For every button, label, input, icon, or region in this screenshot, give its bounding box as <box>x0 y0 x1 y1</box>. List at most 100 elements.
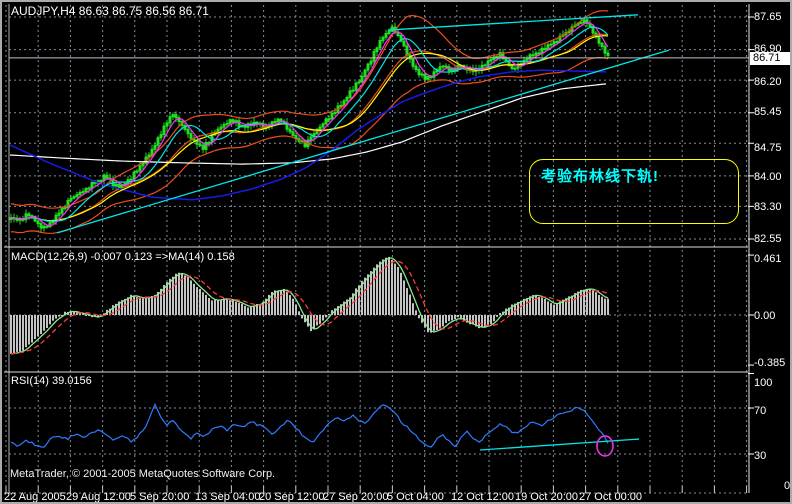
macd-bar <box>322 315 324 321</box>
macd-bar <box>184 275 186 315</box>
price-axis-label: 84.75 <box>754 142 782 154</box>
macd-bar <box>61 314 63 316</box>
macd-bar <box>421 315 423 323</box>
macd-bar <box>211 300 213 315</box>
macd-bar <box>520 301 522 315</box>
macd-axis-label: -0.385 <box>754 357 786 369</box>
macd-bar <box>589 288 591 315</box>
macd-bar <box>250 306 252 315</box>
macd-bar <box>88 315 90 316</box>
macd-bar <box>499 312 501 315</box>
chart-title: AUDJPY,H4 86.63 86.75 86.56 86.71 <box>11 4 209 18</box>
macd-bar <box>40 315 42 335</box>
current-price-tag: 86.71 <box>750 52 790 65</box>
macd-bar <box>73 311 75 315</box>
rsi-panel[interactable] <box>10 402 640 457</box>
macd-bar <box>457 315 459 318</box>
moving-averages <box>9 22 609 227</box>
macd-bar <box>154 294 156 315</box>
panel-borders <box>4 4 754 493</box>
macd-bar <box>424 315 426 328</box>
macd-bar <box>460 315 462 320</box>
annotation-text: 考验布林线下轨! <box>541 168 659 185</box>
macd-bar <box>385 257 387 315</box>
macd-bar <box>19 315 21 352</box>
price-axis-label: 83.30 <box>754 201 782 213</box>
macd-bar <box>49 315 51 325</box>
price-axis-label: 85.45 <box>754 106 782 118</box>
macd-bar <box>244 305 246 315</box>
macd-bar <box>487 315 489 325</box>
macd-bar <box>568 296 570 315</box>
macd-bar <box>103 313 105 315</box>
macd-axis-label: 0.00 <box>754 310 776 322</box>
macd-bar <box>328 313 330 315</box>
macd-bar <box>478 315 480 329</box>
macd-bar <box>418 315 420 319</box>
macd-bar <box>577 291 579 315</box>
macd-bar <box>292 298 294 315</box>
macd-bar <box>193 283 195 315</box>
macd-bar <box>34 315 36 340</box>
macd-bar <box>370 271 372 315</box>
macd-bar <box>163 284 165 315</box>
trendlines[interactable] <box>9 14 749 234</box>
rsi-axis-label: 70 <box>754 405 767 417</box>
macd-bar <box>514 303 516 315</box>
macd-bar <box>394 263 396 315</box>
macd-bar <box>331 310 333 315</box>
macd-bar <box>409 294 411 315</box>
macd-bar <box>256 304 258 315</box>
macd-bar <box>301 315 303 319</box>
macd-bar <box>580 289 582 315</box>
macd-bar <box>274 290 276 315</box>
macd-bar <box>286 291 288 315</box>
macd-bar <box>481 315 483 327</box>
macd-bar <box>607 298 609 315</box>
macd-bar <box>208 297 210 315</box>
rsi-highlight-ellipse <box>596 435 614 457</box>
macd-bar <box>85 315 87 316</box>
macd-bar <box>442 315 444 327</box>
macd-bar <box>289 295 291 315</box>
macd-bar <box>55 315 57 319</box>
rsi-axis-zero-label: 0 <box>784 480 791 492</box>
macd-bar <box>544 298 546 315</box>
macd-bar <box>550 303 552 315</box>
annotation-box[interactable]: 考验布林线下轨! <box>529 159 739 224</box>
macd-bar <box>121 300 123 315</box>
macd-bar <box>337 306 339 315</box>
time-axis-label: 19 Oct 20:00 <box>515 491 578 503</box>
rsi-trendline <box>479 438 640 451</box>
rsi-indicator-label: RSI(14) 39.0156 <box>11 375 92 387</box>
macd-bar <box>586 288 588 315</box>
macd-bar <box>220 299 222 315</box>
macd-bar <box>349 297 351 315</box>
macd-bar <box>391 259 393 315</box>
macd-axis-label: 0.461 <box>754 253 782 265</box>
time-axis-label: 22 Aug 2005 <box>4 491 66 503</box>
macd-bar <box>523 298 525 315</box>
macd-bar <box>553 304 555 315</box>
macd-bar <box>466 315 468 323</box>
macd-bar <box>100 314 102 316</box>
support-trendline <box>56 49 670 234</box>
macd-bar <box>526 298 528 315</box>
macd-bar <box>355 288 357 315</box>
macd-bar <box>517 302 519 315</box>
macd-bar <box>157 291 159 315</box>
macd-bar <box>472 315 474 325</box>
macd-bar <box>403 280 405 315</box>
macd-panel[interactable] <box>10 256 609 355</box>
macd-bar <box>319 315 321 325</box>
macd-bar <box>415 310 417 315</box>
macd-bar <box>181 274 183 315</box>
macd-bar <box>79 313 81 315</box>
macd-bar <box>298 311 300 315</box>
macd-bar <box>400 272 402 315</box>
macd-bar <box>484 315 486 327</box>
macd-bar <box>31 315 33 343</box>
macd-bar <box>109 308 111 315</box>
time-axis-label: 5 Sep 20:00 <box>130 491 190 503</box>
